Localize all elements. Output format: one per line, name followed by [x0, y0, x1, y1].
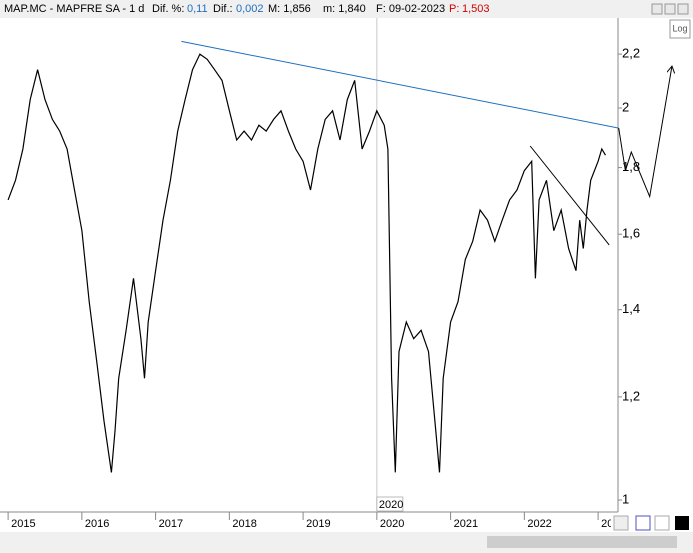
y-tick-label: 2,2 — [622, 46, 640, 61]
log-button[interactable] — [669, 19, 691, 39]
y-tick-label: 1,2 — [622, 388, 640, 403]
close-button[interactable] — [677, 3, 689, 15]
icon-background — [611, 514, 693, 532]
trend-line — [181, 40, 619, 129]
x-tick-label: 2021 — [454, 518, 478, 530]
x-tick-label: 2017 — [159, 518, 183, 530]
pin-icon[interactable] — [654, 515, 670, 531]
dif-label: Dif.: — [213, 3, 233, 15]
date: F: 09-02-2023 — [376, 3, 445, 15]
dif-pct-label: Dif. %: — [152, 3, 184, 15]
maximize-button[interactable] — [664, 3, 676, 15]
x-tick-label: 2020 — [380, 518, 404, 530]
zoom-icon[interactable] — [613, 515, 629, 531]
max: M: 1,856 — [268, 3, 311, 15]
header-bar — [0, 0, 693, 18]
trend-line — [618, 67, 672, 199]
save-icon[interactable] — [635, 515, 651, 531]
minimize-button[interactable] — [651, 3, 663, 15]
y-tick-label: 1,4 — [622, 301, 640, 316]
trend-line — [529, 145, 610, 246]
window-buttons — [651, 3, 689, 15]
min: m: 1,840 — [323, 3, 366, 15]
marker-label: 2020 — [379, 499, 403, 511]
dif: 0,002 — [236, 3, 264, 15]
marker-label-box — [376, 496, 404, 512]
x-tick-label: 2015 — [11, 518, 35, 530]
x-tick-label: 2018 — [232, 518, 256, 530]
log-button-label: Log — [672, 23, 687, 33]
tool-icons — [611, 514, 693, 532]
color-icon[interactable] — [675, 516, 689, 530]
x-tick-label: 2016 — [85, 518, 109, 530]
price: 1,503 — [462, 3, 490, 15]
price-label: P: — [449, 3, 459, 15]
x-tick-label: 2022 — [527, 518, 551, 530]
scroll-thumb[interactable] — [487, 536, 677, 548]
y-tick-label: 2 — [622, 99, 629, 114]
y-tick-label: 1,6 — [622, 226, 640, 241]
dif-pct: 0,11 — [187, 3, 208, 15]
symbol: MAP.MC - MAPFRE SA - 1 d — [4, 3, 144, 15]
price-line — [7, 53, 607, 473]
y-tick-label: 1 — [622, 491, 629, 506]
x-tick-label: 2019 — [306, 518, 330, 530]
